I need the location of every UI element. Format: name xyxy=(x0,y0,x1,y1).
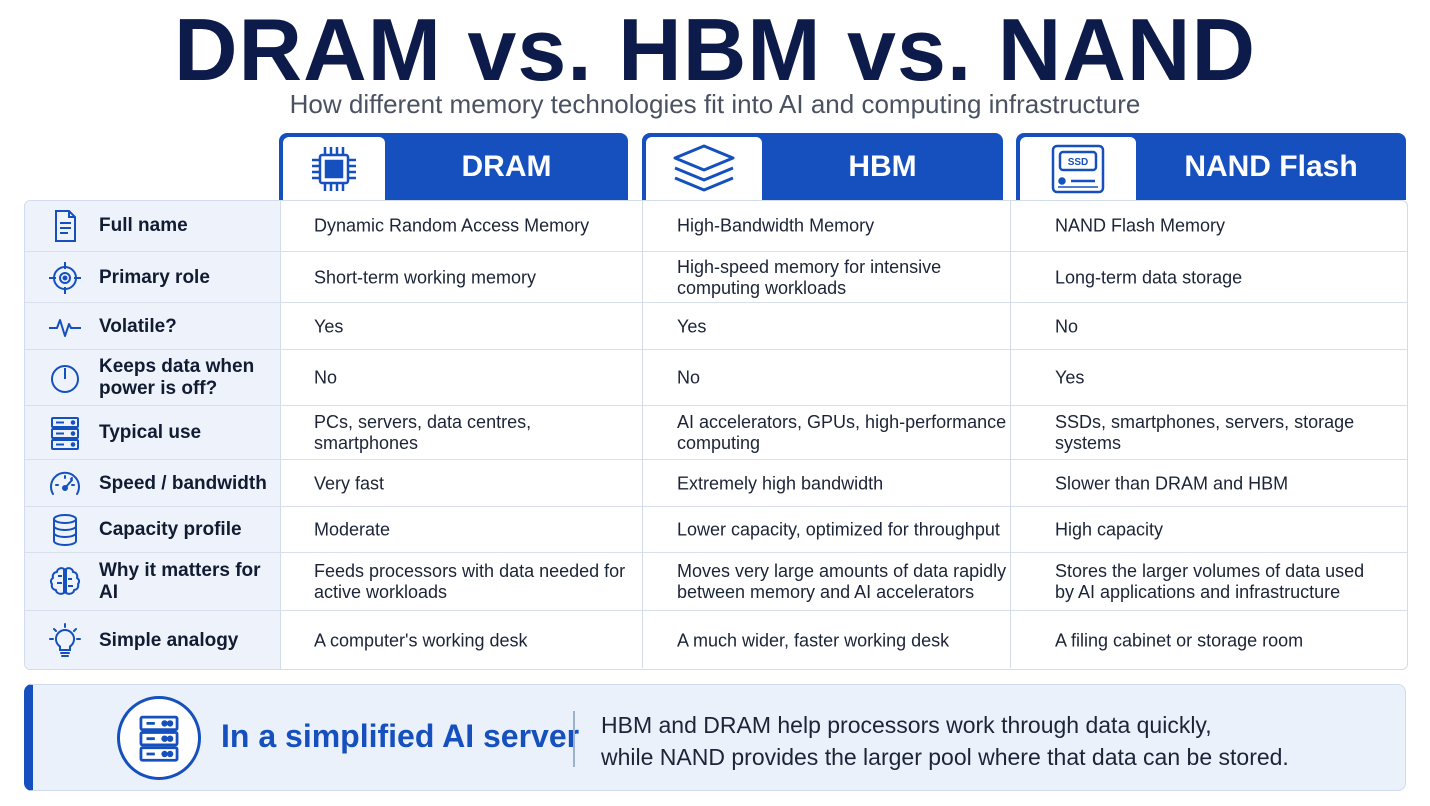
column-divider xyxy=(1010,200,1011,668)
table-row-analogy: Simple analogy A computer's working desk… xyxy=(25,610,1407,669)
table-row-why-ai: Why it matters for AI Feeds processors w… xyxy=(25,552,1407,611)
cell-nand: SSDs, smartphones, servers, storage syst… xyxy=(1055,412,1355,453)
summary-divider xyxy=(573,711,575,767)
summary-banner: In a simplified AI server HBM and DRAM h… xyxy=(24,684,1406,791)
ssd-icon: SSD xyxy=(1020,137,1136,200)
table-row-speed: Speed / bandwidth Very fast Extremely hi… xyxy=(25,459,1407,507)
cell-nand: Yes xyxy=(1055,367,1085,388)
row-header: Volatile? xyxy=(25,303,281,350)
page-title: DRAM vs. HBM vs. NAND xyxy=(173,0,1257,99)
summary-line: HBM and DRAM help processors work throug… xyxy=(601,712,1212,738)
cell-nand: High capacity xyxy=(1055,519,1164,540)
page-subtitle: How different memory technologies fit in… xyxy=(289,89,1141,119)
table-row-volatile: Volatile? Yes Yes No xyxy=(25,302,1407,350)
server-icon xyxy=(117,696,201,780)
summary-heading: In a simplified AI server xyxy=(221,718,580,754)
row-header: Simple analogy xyxy=(25,611,281,669)
row-label: Capacity profile xyxy=(99,519,242,540)
row-label: Primary role xyxy=(99,266,210,288)
cell-dram: Yes xyxy=(314,316,344,336)
row-label: Full name xyxy=(99,215,188,236)
cell-nand: Stores the larger volumes of data used b… xyxy=(1055,561,1365,602)
cell-nand: Long-term data storage xyxy=(1055,267,1243,287)
row-label: Volatile? xyxy=(99,315,177,337)
row-header: Capacity profile xyxy=(25,507,281,553)
chip-icon xyxy=(283,137,385,200)
column-divider xyxy=(642,200,643,668)
cell-nand: No xyxy=(1055,316,1079,336)
row-label: Typical use xyxy=(99,422,202,443)
row-label: Keeps data when power is off? xyxy=(99,356,255,399)
cell-dram: Feeds processors with data needed for ac… xyxy=(314,561,626,602)
summary-line: while NAND provides the larger pool wher… xyxy=(601,744,1289,770)
speedometer-icon xyxy=(47,466,83,502)
column-label-hbm: HBM xyxy=(848,149,917,183)
cell-nand: A filing cabinet or storage room xyxy=(1055,630,1304,650)
lightbulb-icon xyxy=(47,622,83,659)
pulse-icon xyxy=(47,309,83,345)
cell-dram: PCs, servers, data centres, smartphones xyxy=(314,412,532,453)
summary-text: HBM and DRAM help processors work throug… xyxy=(601,709,1289,773)
cell-dram: Moderate xyxy=(314,519,391,540)
row-header: Typical use xyxy=(25,406,281,460)
row-label: Speed / bandwidth xyxy=(99,472,267,494)
cell-dram: A computer's working desk xyxy=(314,630,528,650)
cell-hbm: A much wider, faster working desk xyxy=(677,630,950,650)
cell-hbm: Extremely high bandwidth xyxy=(677,473,884,493)
comparison-table: Full name Dynamic Random Access Memory H… xyxy=(24,200,1408,670)
row-header: Full name xyxy=(25,201,281,251)
document-icon xyxy=(47,208,83,244)
row-label: Simple analogy xyxy=(99,629,239,651)
brain-icon xyxy=(47,564,83,600)
cell-hbm: Lower capacity, optimized for throughput xyxy=(677,519,1000,540)
table-row-capacity: Capacity profile Moderate Lower capacity… xyxy=(25,506,1407,553)
table-row-keeps-data: Keeps data when power is off? No No Yes xyxy=(25,349,1407,406)
cell-hbm: High-speed memory for intensive computin… xyxy=(677,256,942,298)
column-label-nand: NAND Flash xyxy=(1184,149,1358,183)
cell-hbm: Yes xyxy=(677,316,707,336)
cell-hbm: Moves very large amounts of data rapidly… xyxy=(677,561,1007,602)
cell-dram: Dynamic Random Access Memory xyxy=(314,215,590,236)
cell-dram: No xyxy=(314,367,338,388)
row-header: Speed / bandwidth xyxy=(25,460,281,507)
column-header-dram: DRAM xyxy=(279,133,628,200)
stacked-layers-icon xyxy=(646,137,762,200)
cell-hbm: No xyxy=(677,367,701,388)
table-row-full-name: Full name Dynamic Random Access Memory H… xyxy=(25,201,1407,251)
svg-text:SSD: SSD xyxy=(1068,157,1089,168)
cell-hbm: AI accelerators, GPUs, high-performance … xyxy=(677,412,1007,453)
target-icon xyxy=(47,260,83,296)
row-header: Keeps data when power is off? xyxy=(25,350,281,406)
database-icon xyxy=(47,512,83,548)
cell-dram: Very fast xyxy=(314,473,385,493)
cell-dram: Short-term working memory xyxy=(314,267,537,287)
row-header: Primary role xyxy=(25,252,281,303)
power-icon xyxy=(47,360,83,396)
row-header: Why it matters for AI xyxy=(25,553,281,611)
column-header-nand: SSD NAND Flash xyxy=(1016,133,1406,200)
column-header-hbm: HBM xyxy=(642,133,1003,200)
table-row-primary-role: Primary role Short-term working memory H… xyxy=(25,251,1407,303)
cell-nand: NAND Flash Memory xyxy=(1055,215,1226,236)
row-label: Why it matters for AI xyxy=(99,560,261,603)
server-icon xyxy=(47,415,83,451)
table-row-typical-use: Typical use PCs, servers, data centres, … xyxy=(25,405,1407,460)
cell-nand: Slower than DRAM and HBM xyxy=(1055,473,1289,493)
column-label-dram: DRAM xyxy=(461,149,552,183)
cell-hbm: High-Bandwidth Memory xyxy=(677,215,875,236)
